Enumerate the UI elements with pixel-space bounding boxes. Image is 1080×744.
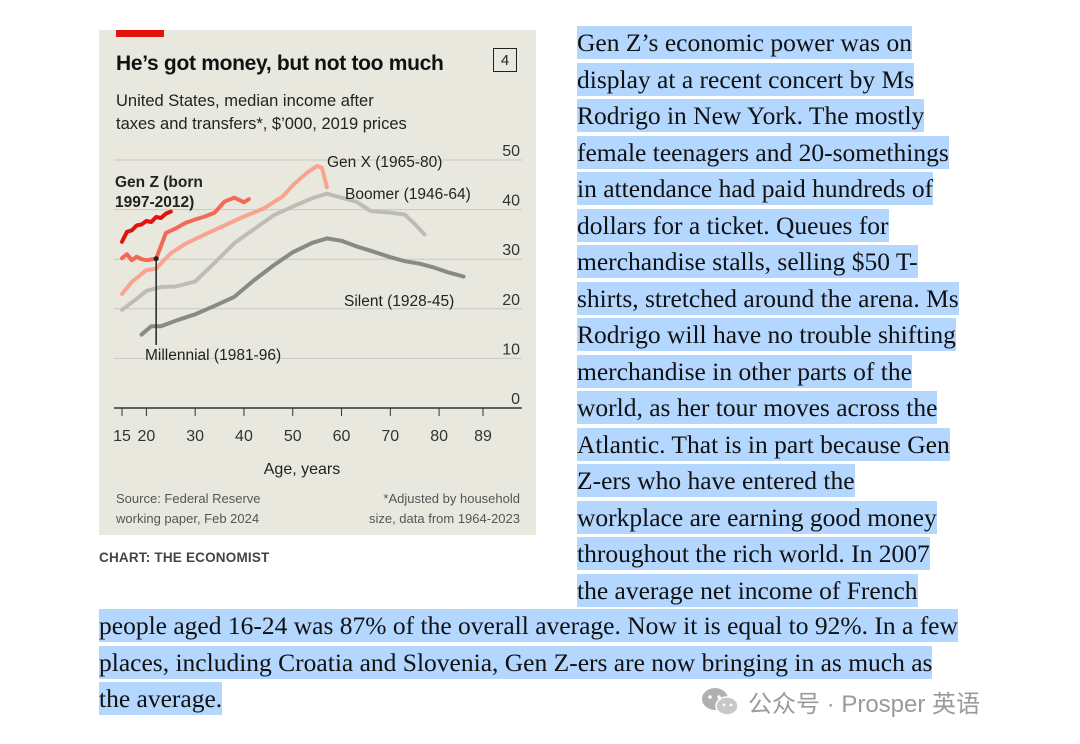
x-axis-label: Age, years [264, 461, 340, 478]
chart-source: Source: Federal Reserve working paper, F… [116, 489, 261, 529]
article-column-right[interactable]: Gen Z’s economic power was on display at … [577, 25, 959, 609]
article-line-text: people aged 16-24 was 87% of the overall… [99, 609, 958, 642]
article-line-text: Atlantic. That is in part because Gen [577, 427, 950, 463]
x-tick-label: 40 [235, 428, 253, 445]
chart-subtitle-line2: taxes and transfers*, $’000, 2019 prices [116, 115, 407, 133]
watermark-text: 公众号 · Prosper 英语 [748, 691, 981, 718]
article-line: Gen Z’s economic power was on [577, 25, 959, 62]
series-line-boomer [120, 191, 427, 312]
chart-credit: CHART: THE ECONOMIST [99, 550, 270, 565]
footnote-line1: *Adjusted by household [383, 491, 520, 506]
y-tick-label: 20 [502, 292, 520, 309]
article-line: Rodrigo in New York. The mostly [577, 98, 959, 135]
economist-red-tab [116, 30, 164, 37]
article-line-text: female teenagers and 20-somethings [577, 135, 949, 169]
chart-panel [99, 30, 536, 535]
article-line: display at a recent concert by Ms [577, 62, 959, 99]
y-tick-label: 40 [502, 193, 520, 210]
article-line-text: the average. [99, 682, 223, 715]
y-tick-label: 50 [502, 143, 520, 160]
series-line-millennial [120, 195, 251, 263]
article-line: shirts, stretched around the arena. Ms [577, 281, 959, 318]
x-tick-label: 60 [333, 428, 351, 445]
article-line: merchandise in other parts of the [577, 354, 959, 391]
x-tick-label: 30 [186, 428, 204, 445]
x-tick-label: 70 [381, 428, 399, 445]
wechat-icon [702, 687, 739, 716]
y-tick-label: 0 [511, 391, 520, 408]
x-tick-label: 20 [137, 428, 155, 445]
millennial-leader-dot [153, 256, 159, 262]
article-line-text: dollars for a ticket. Queues for [577, 208, 889, 242]
article-line-text: Gen Z’s economic power was on [577, 26, 912, 59]
article-line: Atlantic. That is in part because Gen [577, 427, 959, 464]
x-tick-label: 80 [430, 428, 448, 445]
series-line-silent [139, 236, 466, 337]
article-line: places, including Croatia and Slovenia, … [99, 645, 958, 682]
article-line-text: shirts, stretched around the arena. Ms [577, 281, 959, 315]
article-line: merchandise stalls, selling $50 T- [577, 244, 959, 281]
chart-title: He’s got money, but not too much [116, 52, 444, 75]
footnote-line2: size, data from 1964-2023 [368, 511, 520, 526]
article-line-text: places, including Croatia and Slovenia, … [99, 645, 933, 679]
chart-footnote: *Adjusted by household size, data from 1… [369, 489, 520, 529]
series-label: Silent (1928-45) [344, 293, 454, 310]
article-line-text: in attendance had paid hundreds of [577, 172, 934, 205]
article-full-width[interactable]: people aged 16-24 was 87% of the overall… [99, 608, 958, 718]
article-line: dollars for a ticket. Queues for [577, 208, 959, 245]
x-tick-label: 89 [474, 428, 492, 445]
source-line2: working paper, Feb 2024 [116, 511, 260, 526]
article-line-text: merchandise in other parts of the [577, 354, 912, 388]
article-line-text: display at a recent concert by Ms [577, 62, 915, 96]
article-line: female teenagers and 20-somethings [577, 135, 959, 172]
series-label: Gen X (1965-80) [327, 154, 442, 171]
series-label: Boomer (1946-64) [345, 186, 471, 203]
chart-subtitle-line1: United States, median income after [116, 92, 374, 110]
x-tick-label: 15 [113, 428, 131, 445]
series-line-gen-z [120, 209, 173, 244]
article-line: the average net income of French [577, 573, 959, 610]
line-chart: 0 10 20 30 40 50 15 20 30 40 50 60 70 80 89 Age, years G… [113, 143, 522, 478]
series-label: Gen Z (born [115, 174, 203, 191]
article-line-text: Rodrigo in New York. The mostly [577, 99, 925, 132]
article-line: the average. [99, 681, 958, 718]
wechat-watermark: 公众号 · Prosper 英语 [700, 684, 980, 719]
article-line-text: the average net income of French [577, 573, 918, 607]
article-line-text: throughout the rich world. In 2007 [577, 537, 930, 570]
y-tick-label: 10 [502, 341, 520, 358]
y-tick-label: 30 [502, 242, 520, 259]
article-line: in attendance had paid hundreds of [577, 171, 959, 208]
series-line-gen-x [120, 164, 329, 296]
article-line-text: world, as her tour moves across the [577, 391, 938, 424]
article-line: Rodrigo will have no trouble shifting [577, 317, 959, 354]
article-line: workplace are earning good money [577, 500, 959, 537]
source-line1: Source: Federal Reserve [116, 491, 261, 506]
article-line: throughout the rich world. In 2007 [577, 536, 959, 573]
article-line-text: merchandise stalls, selling $50 T- [577, 245, 918, 278]
article-line-text: Z-ers who have entered the [577, 464, 855, 497]
series-label: Millennial (1981-96) [145, 347, 281, 364]
x-tick-label: 50 [284, 428, 302, 445]
article-line-text: workplace are earning good money [577, 500, 937, 534]
chart-number-badge: 4 [493, 48, 517, 72]
article-line-text: Rodrigo will have no trouble shifting [577, 318, 956, 351]
article-line: Z-ers who have entered the [577, 463, 959, 500]
article-line: people aged 16-24 was 87% of the overall… [99, 608, 958, 645]
chart-subtitle: United States, median income after taxes… [116, 90, 407, 136]
series-label: 1997-2012) [115, 194, 194, 211]
article-line: world, as her tour moves across the [577, 390, 959, 427]
